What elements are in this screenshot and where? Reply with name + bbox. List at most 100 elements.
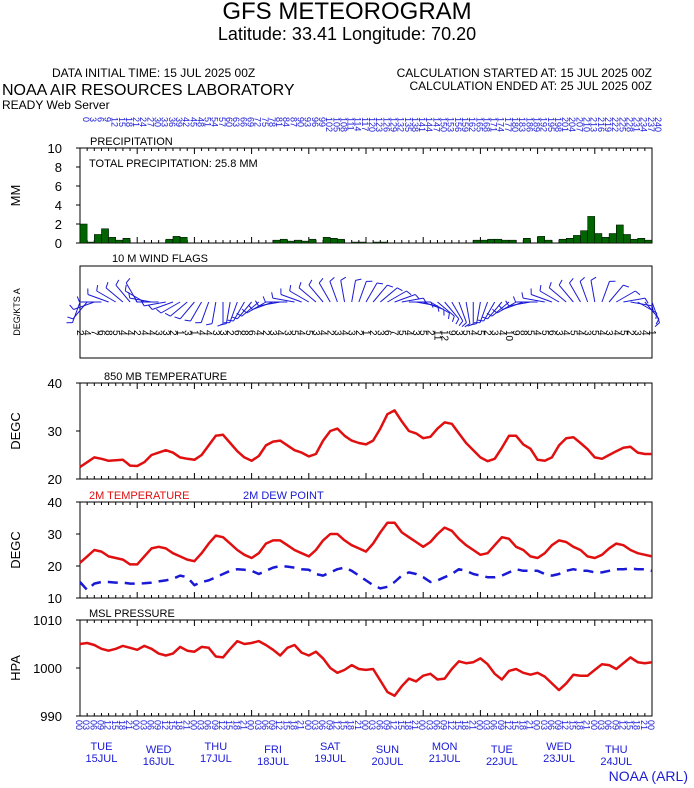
- date-label: 24JUL: [600, 756, 632, 768]
- wind-barb: [67, 316, 74, 320]
- wind-flag: [487, 301, 503, 320]
- wind-speed-label: 5: [474, 330, 485, 336]
- wind-barb: [125, 277, 131, 284]
- wind-flag: [539, 290, 560, 303]
- wind-barb: [355, 278, 362, 281]
- precip-bar: [473, 239, 481, 244]
- wind-barb: [241, 308, 248, 314]
- precip-total: TOTAL PRECIPITATION: 25.8 MM: [89, 158, 258, 170]
- precip-bar: [330, 238, 338, 244]
- wind-speed-label: 2: [482, 330, 493, 336]
- y-tick-label: 2: [55, 217, 62, 232]
- hour-label: 186: [524, 117, 534, 132]
- precip-bar: [608, 233, 617, 244]
- utc-label: 03: [482, 720, 492, 730]
- wind-speed-label: 9: [510, 330, 521, 336]
- wind-flag: [394, 294, 416, 303]
- hour-label: 180: [510, 117, 520, 132]
- y-axis-label: DEG/KTS A: [12, 288, 22, 336]
- hour-label: 189: [531, 117, 541, 132]
- utc-label: 15: [510, 720, 520, 730]
- wind-barb: [318, 277, 324, 284]
- wind-flag: [72, 301, 88, 320]
- precip-bar: [351, 241, 360, 244]
- utc-label: 03: [196, 720, 206, 730]
- wind-speed-label: 3: [374, 330, 385, 336]
- wind-speed-label: 4: [596, 330, 607, 336]
- y-tick-label: 10: [48, 141, 62, 156]
- calc-ended: CALCULATION ENDED AT: 25 JUL 2025 00Z: [409, 79, 652, 93]
- hour-label: 108: [338, 117, 348, 132]
- wind-barb: [184, 319, 191, 322]
- wind-barb: [298, 282, 302, 289]
- utc-label: 03: [539, 720, 549, 730]
- utc-label: 09: [496, 720, 506, 730]
- hour-label: 27: [145, 117, 155, 127]
- hour-label: 171: [489, 117, 499, 132]
- wind-flag: [365, 282, 378, 303]
- wind-speed-label: 3: [453, 330, 464, 336]
- wind-flag: [444, 301, 460, 320]
- hour-label: 222: [610, 117, 620, 132]
- utc-label: 21: [639, 720, 649, 730]
- wind-flag: [379, 287, 398, 303]
- wind-speed-label: 4: [253, 330, 264, 336]
- wind-speed-label: 4: [196, 330, 207, 336]
- wind-barb: [498, 304, 504, 310]
- wind-flag: [558, 284, 574, 303]
- hour-label: 0: [81, 117, 91, 122]
- wind-flag: [491, 301, 510, 317]
- hour-label: 174: [496, 117, 506, 132]
- footer-credit: NOAA (ARL): [608, 768, 688, 784]
- hour-label: 111: [346, 117, 356, 131]
- precip-bar: [544, 239, 553, 244]
- wind-speed-label: 4: [81, 330, 92, 336]
- wind-speed-label: 2: [353, 330, 364, 336]
- precip-bar: [86, 241, 95, 244]
- utc-label: 00: [646, 720, 656, 730]
- precip-bar: [337, 238, 345, 244]
- wind-barb: [115, 279, 120, 286]
- wind-speed-label: 3: [331, 330, 342, 336]
- hour-label: 69: [245, 117, 255, 127]
- hour-label: 21: [131, 117, 141, 127]
- hour-label: 63: [231, 117, 241, 127]
- y-axis-label: HPA: [8, 655, 23, 681]
- wind-speed-label: 1: [360, 330, 371, 336]
- precip-bar: [537, 236, 545, 244]
- wind-barb: [69, 304, 75, 310]
- wind-speed-label: 5: [110, 330, 121, 336]
- wind-flag: [258, 301, 281, 307]
- hour-label: 156: [453, 117, 463, 132]
- wind-speed-label: 3: [632, 330, 643, 336]
- wind-barb: [174, 316, 181, 320]
- wind-barb: [634, 290, 641, 296]
- wind-speed-label: 5: [589, 330, 600, 336]
- wind-flag: [351, 280, 357, 303]
- wind-flag: [569, 282, 581, 303]
- hour-label: 234: [639, 117, 649, 132]
- wind-barb: [134, 296, 138, 303]
- wind-barb: [464, 323, 471, 328]
- wind-speed-label: 5: [303, 330, 314, 336]
- wind-speed-label: 1: [174, 330, 185, 336]
- hour-label: 99: [317, 117, 327, 127]
- wind-speed-label: 4: [532, 330, 543, 336]
- utc-label: 06: [603, 720, 613, 730]
- day-of-week-label: SAT: [320, 741, 341, 753]
- day-of-week-label: WED: [546, 741, 572, 753]
- hour-label: 150: [439, 117, 449, 132]
- utc-label: 15: [339, 720, 349, 730]
- page-title: GFS METEOROGRAM: [222, 0, 472, 25]
- wind-barb: [579, 276, 585, 282]
- hour-label: 30: [153, 117, 163, 127]
- hour-label: 192: [539, 117, 549, 132]
- wind-barb: [236, 312, 243, 317]
- t850-title: 850 MB TEMPERATURE: [104, 371, 227, 383]
- utc-label: 15: [224, 720, 234, 730]
- precip-bar: [272, 239, 281, 244]
- hour-label: 162: [467, 117, 477, 132]
- hour-label: 84: [281, 117, 291, 127]
- utc-label: 18: [575, 720, 585, 730]
- wind-speed-label: 4: [467, 330, 478, 336]
